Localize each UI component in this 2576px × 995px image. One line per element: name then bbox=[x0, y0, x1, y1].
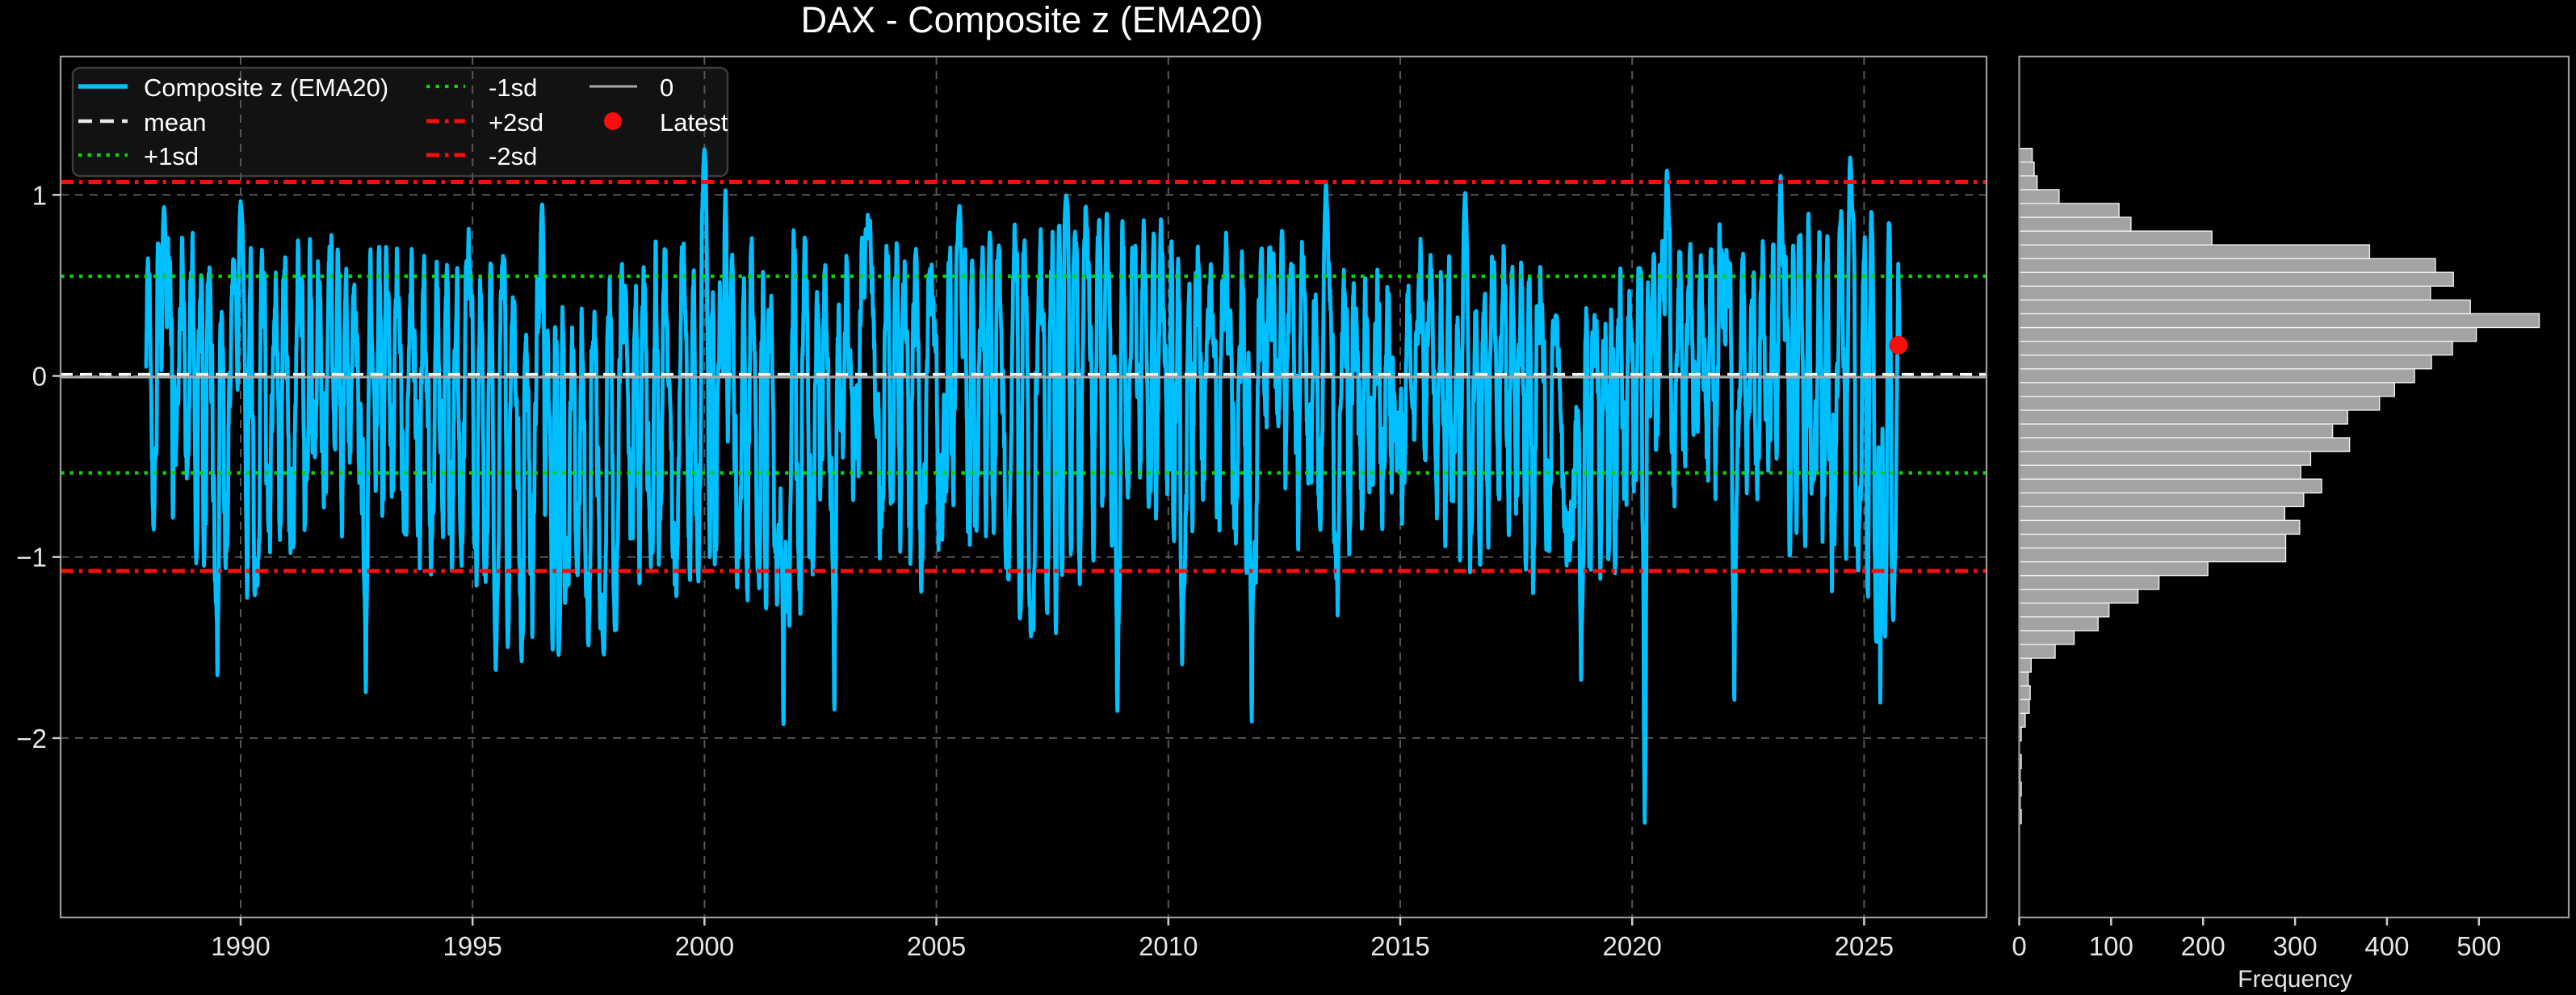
svg-text:1: 1 bbox=[32, 180, 47, 210]
svg-text:mean: mean bbox=[144, 108, 207, 136]
svg-text:200: 200 bbox=[2181, 931, 2226, 961]
svg-text:2020: 2020 bbox=[1602, 931, 1661, 961]
svg-text:2015: 2015 bbox=[1370, 931, 1429, 961]
svg-text:1990: 1990 bbox=[211, 931, 270, 961]
svg-text:2000: 2000 bbox=[675, 931, 734, 961]
svg-text:+2sd: +2sd bbox=[489, 108, 543, 136]
svg-text:0: 0 bbox=[660, 73, 673, 102]
svg-text:Frequency: Frequency bbox=[2238, 966, 2352, 993]
svg-text:400: 400 bbox=[2364, 931, 2409, 961]
svg-text:0: 0 bbox=[32, 362, 47, 392]
svg-text:-1sd: -1sd bbox=[489, 73, 537, 102]
svg-text:2025: 2025 bbox=[1835, 931, 1894, 961]
svg-text:300: 300 bbox=[2273, 931, 2318, 961]
svg-text:-2sd: -2sd bbox=[489, 142, 537, 170]
svg-text:DAX - Composite z (EMA20): DAX - Composite z (EMA20) bbox=[801, 0, 1264, 40]
svg-text:2010: 2010 bbox=[1139, 931, 1198, 961]
svg-text:−2: −2 bbox=[16, 724, 47, 754]
svg-text:2005: 2005 bbox=[907, 931, 966, 961]
svg-text:Latest: Latest bbox=[660, 108, 728, 136]
svg-text:−1: −1 bbox=[16, 543, 47, 573]
svg-text:+1sd: +1sd bbox=[144, 142, 199, 170]
svg-text:Composite z (EMA20): Composite z (EMA20) bbox=[144, 73, 388, 102]
svg-text:100: 100 bbox=[2089, 931, 2133, 961]
svg-text:0: 0 bbox=[2012, 931, 2026, 961]
svg-text:500: 500 bbox=[2456, 931, 2501, 961]
svg-text:1995: 1995 bbox=[443, 931, 501, 961]
